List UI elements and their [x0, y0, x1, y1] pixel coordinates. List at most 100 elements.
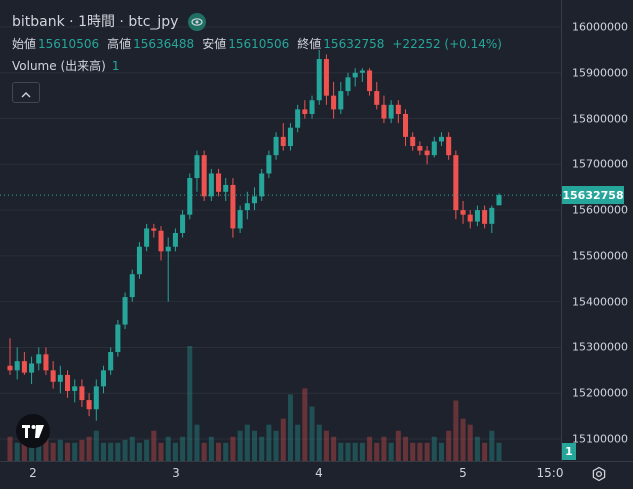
- volume-bar: [287, 394, 293, 461]
- candle: [93, 379, 99, 421]
- candle: [36, 347, 42, 371]
- candle-body: [417, 146, 423, 151]
- candle: [345, 72, 351, 96]
- legend-title-row: bitbank · 1時間 · btc_jpy: [12, 11, 510, 33]
- chart-legend: bitbank · 1時間 · btc_jpy 始値 15610506 高値 156…: [12, 11, 510, 77]
- change-value: +22252 (+0.14%): [392, 37, 502, 51]
- candle: [273, 132, 279, 160]
- close-label: 終値: [297, 37, 322, 51]
- candle: [359, 68, 365, 82]
- candle: [395, 100, 401, 124]
- volume-bar: [122, 439, 128, 461]
- volume-bar: [230, 436, 236, 461]
- candle: [280, 123, 286, 151]
- volume-bar: [144, 439, 150, 461]
- close-value: 15632758: [323, 37, 385, 51]
- candle-body: [100, 370, 107, 387]
- candle-body: [21, 361, 27, 373]
- candle-body: [115, 324, 121, 353]
- candle-body: [93, 386, 99, 410]
- time-axis-label: 5: [459, 466, 467, 480]
- candle-body: [144, 228, 150, 247]
- symbol-title[interactable]: bitbank · 1時間 · btc_jpy: [12, 14, 179, 30]
- volume-bar: [266, 424, 272, 461]
- volume-bar: [410, 442, 416, 461]
- candle-body: [395, 104, 401, 114]
- volume-label[interactable]: Volume (出来高): [12, 59, 106, 73]
- candle: [287, 123, 293, 151]
- open-value: 15610506: [38, 37, 100, 51]
- candle-body: [122, 297, 128, 325]
- candle-body: [374, 91, 380, 105]
- candle: [29, 356, 35, 385]
- volume-bar: [65, 442, 71, 461]
- chevron-up-icon: [21, 83, 31, 102]
- candle: [367, 68, 373, 96]
- volume-bar: [194, 424, 200, 461]
- volume-bar: [165, 436, 171, 461]
- candle-body: [29, 363, 35, 373]
- price-axis-label: 15700000: [572, 157, 628, 171]
- candle: [352, 68, 358, 87]
- candle-body: [86, 400, 92, 410]
- candle-body: [273, 136, 279, 156]
- candle: [410, 132, 416, 151]
- collapse-legend-button[interactable]: [12, 82, 40, 103]
- candle: [7, 338, 13, 375]
- candle-body: [237, 210, 243, 229]
- candle-body: [431, 141, 437, 156]
- candle: [482, 205, 488, 229]
- volume-bar: [187, 346, 193, 461]
- volume-bar: [381, 436, 387, 461]
- candle-body: [223, 184, 229, 192]
- volume-bar: [14, 442, 20, 461]
- candle-body: [496, 195, 502, 206]
- candle: [460, 200, 466, 224]
- volume-bar: [237, 430, 243, 461]
- volume-bar: [309, 406, 315, 461]
- candles: [7, 49, 502, 421]
- candle: [230, 178, 236, 238]
- candle: [172, 228, 178, 252]
- settings-button[interactable]: [589, 464, 609, 484]
- candle-body: [57, 374, 63, 382]
- candle: [338, 81, 344, 114]
- candle: [237, 205, 243, 233]
- candle-body: [345, 77, 351, 92]
- volume-bar: [295, 424, 301, 461]
- volume-bar: [201, 442, 207, 461]
- price-axis-label: 16000000: [572, 20, 628, 34]
- candle: [309, 95, 315, 119]
- high-value: 15636488: [133, 37, 195, 51]
- candle: [323, 54, 329, 105]
- price-axis-label: 15800000: [572, 112, 628, 126]
- candle-body: [194, 155, 200, 179]
- volume-bar: [316, 424, 322, 461]
- candle-body: [338, 91, 344, 110]
- time-axis-label: 2: [29, 466, 37, 480]
- eye-icon[interactable]: [188, 13, 207, 31]
- candle: [381, 95, 387, 124]
- candle: [302, 100, 308, 119]
- candle: [467, 210, 473, 229]
- candle: [194, 150, 200, 192]
- candle: [187, 173, 193, 220]
- volume-bar: [331, 436, 337, 461]
- candle: [388, 100, 394, 124]
- candle: [100, 365, 107, 394]
- candle-body: [446, 136, 452, 156]
- volume-bar: [172, 442, 178, 461]
- candle: [57, 365, 63, 394]
- volume-bar: [323, 430, 329, 461]
- candle: [50, 361, 56, 389]
- candle-body: [460, 210, 466, 215]
- volume-bar: [302, 388, 308, 461]
- tradingview-logo[interactable]: [16, 414, 50, 448]
- candle-body: [172, 233, 178, 247]
- price-axis-label: 15200000: [572, 386, 628, 400]
- candle-body: [230, 184, 236, 229]
- candle-body: [367, 70, 373, 92]
- candle-body: [158, 230, 164, 252]
